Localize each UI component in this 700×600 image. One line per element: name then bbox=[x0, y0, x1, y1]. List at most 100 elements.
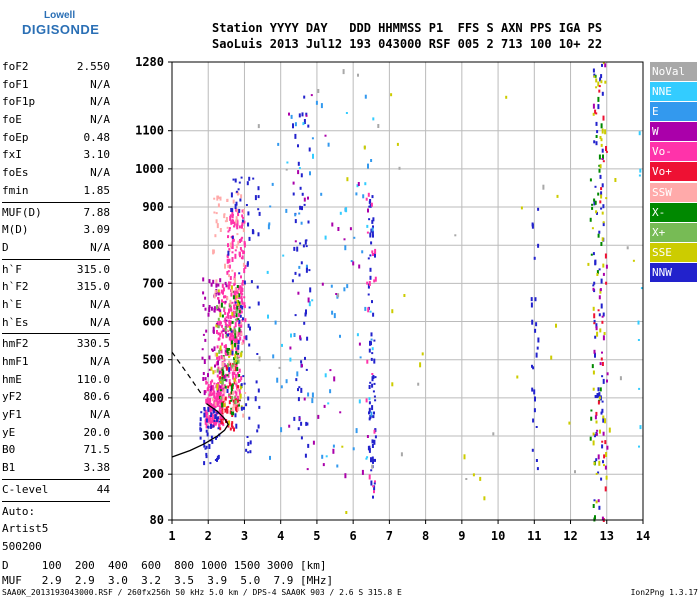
echo-point bbox=[213, 293, 216, 299]
echo-point bbox=[371, 405, 374, 411]
y-tick-label: 300 bbox=[142, 429, 164, 443]
echo-point bbox=[221, 299, 223, 303]
echo-point bbox=[221, 368, 224, 371]
echo-point bbox=[203, 439, 206, 444]
echo-point bbox=[215, 412, 218, 416]
echo-point bbox=[369, 381, 372, 384]
echo-point bbox=[230, 410, 233, 415]
echo-point bbox=[257, 424, 260, 429]
param-value: N/A bbox=[90, 408, 110, 422]
echo-point bbox=[206, 397, 209, 402]
x-tick-label: 6 bbox=[350, 529, 357, 543]
echo-point bbox=[598, 392, 601, 398]
echo-point bbox=[234, 249, 237, 252]
echo-point bbox=[236, 208, 239, 213]
echo-point bbox=[594, 109, 597, 114]
echo-point bbox=[208, 444, 211, 449]
echo-point bbox=[289, 357, 292, 362]
echo-point bbox=[239, 239, 241, 243]
echo-point bbox=[600, 278, 603, 284]
echo-point bbox=[531, 319, 534, 325]
echo-point bbox=[234, 294, 237, 300]
echo-point bbox=[358, 342, 361, 346]
echo-point bbox=[372, 485, 375, 488]
echo-point bbox=[228, 420, 231, 426]
echo-point bbox=[233, 314, 236, 318]
echo-point bbox=[602, 417, 605, 423]
echo-point bbox=[241, 209, 244, 213]
y-tick-label: 500 bbox=[142, 353, 164, 367]
echo-point bbox=[305, 309, 307, 315]
echo-point bbox=[240, 275, 242, 279]
echo-point bbox=[294, 122, 297, 127]
echo-point bbox=[335, 293, 338, 295]
echo-point bbox=[245, 335, 248, 341]
echo-point bbox=[594, 395, 597, 398]
echo-point bbox=[236, 219, 239, 224]
echo-point bbox=[594, 200, 597, 205]
param-divider bbox=[2, 478, 110, 480]
echo-point bbox=[210, 415, 212, 418]
echo-point bbox=[372, 495, 374, 499]
echo-point bbox=[227, 250, 230, 256]
echo-point bbox=[367, 283, 370, 289]
digisonde-logo: Lowell DIGISONDE bbox=[2, 6, 112, 46]
echo-point bbox=[301, 112, 304, 117]
echo-point bbox=[594, 352, 596, 358]
echo-point bbox=[203, 359, 206, 364]
param-name: h`F bbox=[2, 262, 22, 276]
echo-point bbox=[216, 416, 218, 422]
echo-point bbox=[231, 208, 234, 213]
echo-point bbox=[231, 214, 234, 219]
echo-point bbox=[245, 448, 248, 452]
echo-point bbox=[343, 287, 346, 292]
echo-point bbox=[225, 335, 228, 338]
echo-point bbox=[601, 91, 604, 96]
echo-point bbox=[535, 459, 538, 462]
echo-point bbox=[237, 193, 240, 195]
y-tick-label: 1280 bbox=[135, 55, 164, 69]
echo-point bbox=[205, 423, 208, 429]
echo-point bbox=[307, 220, 310, 224]
echo-point bbox=[232, 334, 235, 339]
echo-point bbox=[239, 307, 242, 313]
echo-point bbox=[240, 295, 243, 300]
echo-point bbox=[236, 291, 239, 295]
echo-point bbox=[601, 315, 604, 318]
echo-point bbox=[222, 329, 225, 332]
echo-point bbox=[373, 490, 375, 494]
echo-point bbox=[638, 387, 641, 390]
echo-point bbox=[231, 301, 234, 304]
echo-point bbox=[589, 217, 592, 222]
echo-point bbox=[535, 352, 538, 358]
echo-point bbox=[592, 252, 595, 256]
echo-point bbox=[202, 304, 205, 307]
echo-point bbox=[288, 424, 291, 428]
echo-point bbox=[217, 283, 220, 287]
footer-version: Ion2Png 1.3.17 bbox=[630, 588, 698, 597]
echo-point bbox=[219, 309, 222, 313]
echo-point bbox=[600, 357, 603, 361]
echo-point bbox=[240, 237, 243, 242]
echo-point bbox=[309, 171, 311, 176]
echo-point bbox=[215, 282, 218, 288]
echo-point bbox=[209, 462, 212, 465]
echo-point bbox=[221, 394, 224, 400]
echo-point bbox=[235, 309, 238, 314]
echo-point bbox=[297, 388, 299, 392]
param-name: hmE bbox=[2, 372, 22, 386]
echo-point bbox=[357, 182, 360, 186]
echo-point bbox=[595, 121, 598, 126]
echo-point bbox=[329, 369, 332, 372]
echo-point bbox=[237, 351, 240, 355]
echo-point bbox=[237, 212, 240, 217]
echo-point bbox=[237, 302, 240, 306]
echo-point bbox=[217, 203, 220, 208]
echo-point bbox=[228, 258, 231, 263]
echo-point bbox=[211, 379, 214, 383]
echo-point bbox=[598, 89, 601, 93]
param-row: hmF1 N/A bbox=[2, 353, 110, 371]
echo-point bbox=[221, 387, 224, 391]
echo-point bbox=[243, 302, 246, 308]
echo-point bbox=[574, 470, 576, 474]
